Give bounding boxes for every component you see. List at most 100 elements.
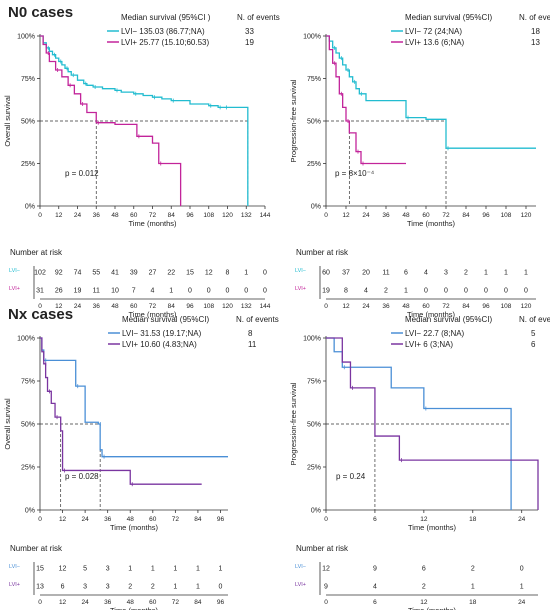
x-tick-label: 12 <box>342 212 350 219</box>
risk-count: 0 <box>226 288 230 295</box>
legend-header-median: Median survival (95%CI) <box>405 315 492 324</box>
y-tick-label: 25% <box>307 161 321 168</box>
legend-entry: LVI− 31.53 (19.17;NA) <box>122 329 202 338</box>
x-tick-label: 36 <box>93 212 101 219</box>
legend-header-median: Median survival (95%CI) <box>405 13 492 22</box>
risk-row-label: LVI+ <box>9 582 20 588</box>
legend-header-events: N. of events <box>519 315 550 324</box>
risk-count: 26 <box>55 288 63 295</box>
legend-entry: LVI− 72 (24;NA) <box>405 27 462 36</box>
risk-x-tick-label: 48 <box>402 303 410 310</box>
legend-events-count: 13 <box>531 38 540 47</box>
risk-x-tick-label: 120 <box>222 303 233 310</box>
p-value: p = 0.028 <box>65 472 99 481</box>
x-axis-label: Time (months) <box>110 523 159 532</box>
risk-table-heading: Number at risk <box>296 544 349 553</box>
risk-count: 1 <box>244 270 248 277</box>
risk-x-axis-label: Time (months) <box>407 310 456 319</box>
risk-x-tick-label: 0 <box>38 303 42 310</box>
risk-x-tick-label: 84 <box>168 303 176 310</box>
risk-table-heading: Number at risk <box>10 544 63 553</box>
risk-count: 8 <box>344 288 348 295</box>
x-tick-label: 96 <box>482 212 490 219</box>
risk-x-axis-label: Time (months) <box>110 606 159 610</box>
y-tick-label: 75% <box>307 76 321 83</box>
risk-x-tick-label: 0 <box>324 303 328 310</box>
x-tick-label: 24 <box>518 516 526 523</box>
risk-x-tick-label: 48 <box>111 303 119 310</box>
risk-count: 1 <box>196 566 200 573</box>
risk-count: 3 <box>83 584 87 591</box>
risk-count: 1 <box>524 270 528 277</box>
risk-x-tick-label: 12 <box>59 599 67 606</box>
x-tick-label: 60 <box>130 212 138 219</box>
risk-count: 92 <box>55 270 63 277</box>
risk-x-tick-label: 96 <box>217 599 225 606</box>
risk-count: 1 <box>169 288 173 295</box>
risk-x-tick-label: 24 <box>518 599 526 606</box>
y-tick-label: 100% <box>17 336 35 343</box>
risk-count: 1 <box>151 566 155 573</box>
risk-x-tick-label: 84 <box>194 599 202 606</box>
x-tick-label: 48 <box>127 516 135 523</box>
risk-x-tick-label: 108 <box>501 303 512 310</box>
risk-count: 15 <box>186 270 194 277</box>
y-axis-label: Progression-free survival <box>289 79 298 162</box>
legend-header-events: N. of events <box>519 13 550 22</box>
risk-x-tick-label: 12 <box>342 303 350 310</box>
risk-count: 7 <box>132 288 136 295</box>
risk-count: 1 <box>173 566 177 573</box>
x-tick-label: 6 <box>373 516 377 523</box>
x-tick-label: 84 <box>168 212 176 219</box>
risk-count: 1 <box>173 584 177 591</box>
risk-count: 15 <box>36 566 44 573</box>
risk-x-tick-label: 60 <box>130 303 138 310</box>
x-tick-label: 0 <box>324 212 328 219</box>
risk-count: 22 <box>167 270 175 277</box>
risk-count: 9 <box>373 566 377 573</box>
legend-events-count: 8 <box>248 329 253 338</box>
x-tick-label: 84 <box>194 516 202 523</box>
risk-count: 2 <box>464 270 468 277</box>
x-tick-label: 120 <box>222 212 233 219</box>
risk-row-label: LVI+ <box>295 286 306 292</box>
y-tick-label: 75% <box>21 76 35 83</box>
legend-events-count: 5 <box>531 329 536 338</box>
x-tick-label: 12 <box>55 212 63 219</box>
y-axis-label: Progression-free survival <box>289 382 298 465</box>
legend-entry: LVI− 135.03 (86.77;NA) <box>121 27 205 36</box>
risk-count: 39 <box>130 270 138 277</box>
x-tick-label: 60 <box>149 516 157 523</box>
y-tick-label: 25% <box>307 465 321 472</box>
risk-x-tick-label: 18 <box>469 599 477 606</box>
risk-count: 1 <box>484 270 488 277</box>
risk-count: 0 <box>424 288 428 295</box>
survival-curve-lvi-minus <box>40 35 249 206</box>
legend-events-count: 33 <box>245 27 254 36</box>
y-tick-label: 50% <box>21 422 35 429</box>
risk-count: 3 <box>106 566 110 573</box>
risk-count: 37 <box>342 270 350 277</box>
risk-row-label: LVI− <box>295 564 306 570</box>
risk-count: 2 <box>422 584 426 591</box>
legend-header-events: N. of events <box>236 315 279 324</box>
risk-x-tick-label: 12 <box>420 599 428 606</box>
x-tick-label: 48 <box>402 212 410 219</box>
y-axis-label: Overall survival <box>3 398 12 450</box>
risk-count: 27 <box>149 270 157 277</box>
survival-curve-lvi-plus <box>40 35 182 206</box>
survival-curve-lvi-plus <box>326 35 406 165</box>
risk-count: 4 <box>424 270 428 277</box>
risk-x-tick-label: 60 <box>149 599 157 606</box>
risk-count: 4 <box>364 288 368 295</box>
risk-count: 13 <box>36 584 44 591</box>
survival-curve-lvi-plus <box>40 337 202 485</box>
risk-row-label: LVI− <box>9 268 20 274</box>
x-tick-label: 18 <box>469 516 477 523</box>
risk-x-tick-label: 48 <box>127 599 135 606</box>
risk-count: 41 <box>111 270 119 277</box>
x-tick-label: 12 <box>59 516 67 523</box>
risk-count: 6 <box>61 584 65 591</box>
y-tick-label: 100% <box>303 34 321 41</box>
risk-x-tick-label: 36 <box>382 303 390 310</box>
